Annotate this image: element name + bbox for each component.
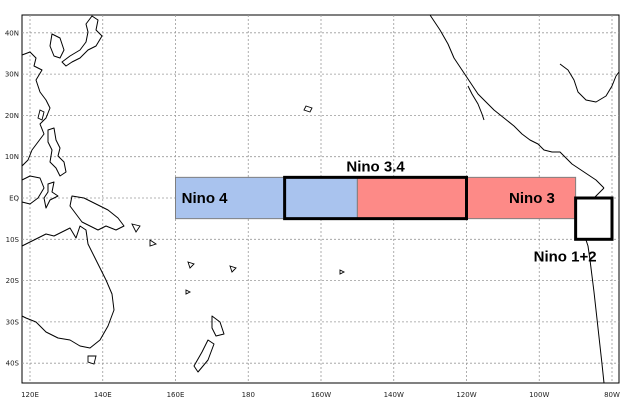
gulf-coast <box>559 63 620 103</box>
island-fiji <box>187 261 195 269</box>
nino-4-label: Nino 4 <box>182 190 228 207</box>
taiwan-coast <box>37 109 45 121</box>
latitude-tick-label: 40N <box>5 29 19 37</box>
island-caledonia <box>185 289 192 295</box>
coastlines <box>21 14 620 384</box>
island-samoa <box>229 265 237 273</box>
longitude-tick-label: 140W <box>384 391 404 399</box>
island-solomon <box>131 223 141 233</box>
korea-coast <box>49 33 65 59</box>
north-america-coast <box>429 14 605 189</box>
nino-1-2-region <box>574 196 614 241</box>
borneo-coast <box>21 175 45 205</box>
nino-regions <box>175 175 614 241</box>
asia-coast <box>21 51 51 167</box>
baja-coast <box>467 85 485 121</box>
longitude-tick-label: 160W <box>311 391 331 399</box>
longitude-tick-label: 160E <box>167 391 185 399</box>
latitude-tick-labels: 40N 30N 20N 10N EQ 10S 20S 30S 40S <box>5 29 20 367</box>
latitude-tick-label: EQ <box>9 195 19 203</box>
latitude-tick-label: 30S <box>6 318 20 326</box>
latitude-tick-label: 20S <box>6 277 20 285</box>
longitude-tick-label: 100W <box>529 391 549 399</box>
japan-coast <box>61 15 103 67</box>
nino-3-label: Nino 3 <box>509 190 555 207</box>
nino-4-region <box>175 176 358 220</box>
new-zealand-coast <box>193 315 225 373</box>
pacific-islands <box>131 105 346 295</box>
tasmania-coast <box>87 355 97 365</box>
latitude-tick-label: 30N <box>5 71 19 79</box>
longitude-tick-labels: 120E 140E 160E 180 160W 140W 120W 100W 80W <box>21 391 620 399</box>
island-hawaii <box>303 105 313 113</box>
longitude-tick-label: 120E <box>21 391 39 399</box>
longitude-tick-label: 120W <box>456 391 476 399</box>
new-guinea-coast <box>69 195 125 231</box>
latitude-tick-label: 10N <box>5 153 19 161</box>
nino-3-4-region <box>283 175 468 221</box>
nino-1-2-label: Nino 1+2 <box>534 248 597 265</box>
philippines-coast <box>47 127 67 177</box>
latitude-tick-label: 20N <box>5 112 19 120</box>
longitude-tick-label: 180 <box>242 391 255 399</box>
sulawesi-coast <box>43 181 59 209</box>
island-tahiti <box>339 269 346 275</box>
latitude-tick-label: 10S <box>6 236 20 244</box>
australia-coast <box>21 225 115 349</box>
island-vanuatu <box>149 239 158 247</box>
nino-3-4-label: Nino 3.4 <box>346 158 405 175</box>
longitude-tick-label: 80W <box>604 391 620 399</box>
longitude-tick-label: 140E <box>94 391 112 399</box>
latitude-tick-label: 40S <box>6 360 20 368</box>
